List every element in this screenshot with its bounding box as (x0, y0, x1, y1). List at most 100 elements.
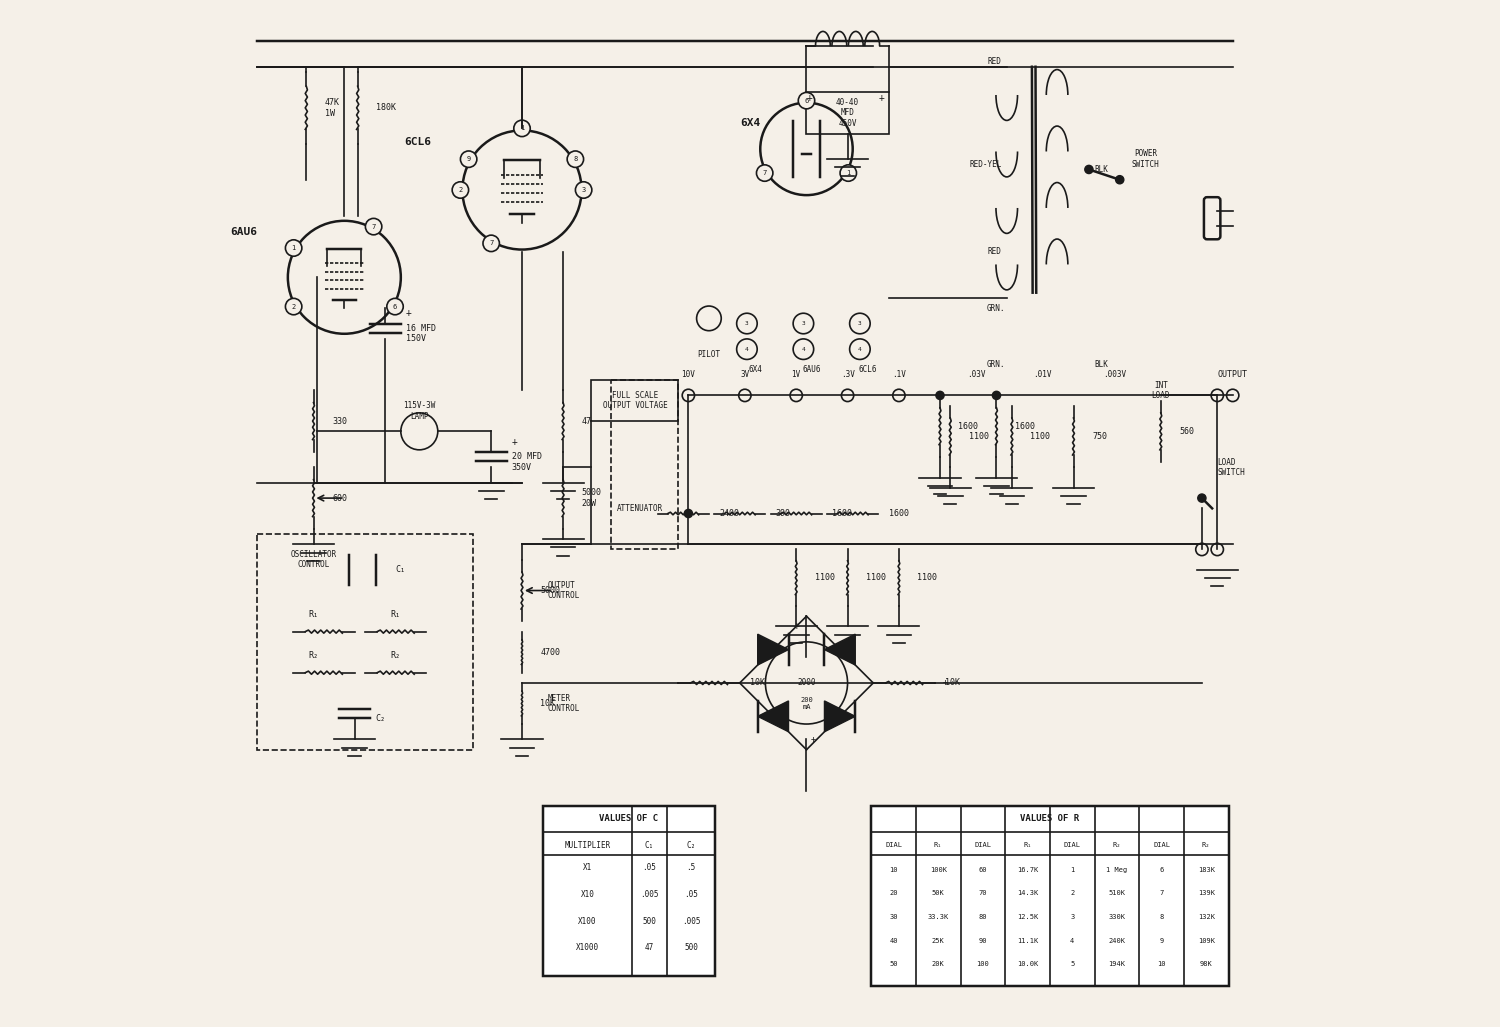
Text: 109K: 109K (1197, 938, 1215, 944)
Text: R₂: R₂ (1202, 842, 1210, 848)
Text: 390: 390 (776, 509, 790, 518)
Text: 47: 47 (582, 417, 591, 425)
Text: GRN.: GRN. (986, 360, 1005, 369)
Text: 9: 9 (1160, 938, 1164, 944)
Text: 6AU6: 6AU6 (230, 227, 256, 237)
Text: .05: .05 (642, 864, 657, 872)
Text: 6: 6 (1160, 867, 1164, 873)
Text: OUTPUT: OUTPUT (1218, 371, 1248, 379)
Text: .005: .005 (640, 890, 658, 899)
Polygon shape (758, 634, 789, 665)
Text: ATTENUATOR: ATTENUATOR (616, 504, 663, 512)
Text: 3: 3 (858, 321, 862, 326)
Text: 5: 5 (1070, 961, 1074, 967)
Text: 1: 1 (520, 125, 524, 131)
Text: 6: 6 (804, 98, 808, 104)
Text: 6X4: 6X4 (740, 118, 760, 128)
Text: 2400: 2400 (718, 509, 740, 518)
Text: 115V-3W
LAMP: 115V-3W LAMP (404, 402, 435, 420)
Text: 7: 7 (1160, 890, 1164, 897)
Text: 12.5K: 12.5K (1017, 914, 1038, 920)
Text: 500: 500 (684, 944, 698, 952)
Text: 7: 7 (762, 170, 766, 176)
Text: 20 MFD
350V: 20 MFD 350V (512, 453, 542, 471)
Text: 1100: 1100 (865, 573, 886, 582)
Text: +: + (942, 679, 948, 687)
Text: 4: 4 (1070, 938, 1074, 944)
Circle shape (1116, 176, 1124, 184)
Circle shape (1227, 389, 1239, 402)
Text: 3: 3 (746, 321, 748, 326)
Text: C₁: C₁ (396, 566, 405, 574)
Text: 1 Meg: 1 Meg (1107, 867, 1128, 873)
Text: 90: 90 (978, 938, 987, 944)
Text: 3: 3 (1070, 914, 1074, 920)
Text: R₁: R₁ (309, 610, 318, 618)
Text: 1100: 1100 (815, 573, 834, 582)
Circle shape (483, 235, 500, 252)
Text: .1V: .1V (892, 371, 906, 379)
Circle shape (452, 182, 468, 198)
Text: X10: X10 (580, 890, 594, 899)
Circle shape (387, 298, 404, 314)
Text: 10.0K: 10.0K (1017, 961, 1038, 967)
Circle shape (1084, 165, 1094, 174)
Polygon shape (825, 634, 855, 665)
Text: VALUES OF R: VALUES OF R (1020, 814, 1080, 823)
Text: 20K: 20K (932, 961, 945, 967)
Text: 33.3K: 33.3K (927, 914, 950, 920)
Circle shape (936, 391, 944, 400)
Text: 47K
1W: 47K 1W (326, 99, 340, 117)
Text: R₂: R₂ (1113, 842, 1120, 848)
Text: R₂: R₂ (309, 651, 318, 659)
Text: LOAD
SWITCH: LOAD SWITCH (1218, 458, 1245, 477)
Text: .3V: .3V (840, 371, 855, 379)
Text: 4700: 4700 (540, 648, 561, 656)
Text: .03V: .03V (966, 371, 986, 379)
Text: 10V: 10V (681, 371, 696, 379)
Circle shape (576, 182, 592, 198)
Text: 1: 1 (846, 170, 850, 176)
Text: POWER
SWITCH: POWER SWITCH (1131, 150, 1160, 168)
Text: 9: 9 (466, 156, 471, 162)
Text: GRN.: GRN. (986, 304, 1005, 312)
Text: 25K: 25K (932, 938, 945, 944)
Text: R₁: R₁ (934, 842, 942, 848)
Text: 3V: 3V (740, 371, 750, 379)
Polygon shape (758, 700, 789, 731)
Text: DIAL: DIAL (1064, 842, 1080, 848)
Text: R₁: R₁ (390, 610, 400, 618)
Text: 7: 7 (489, 240, 494, 246)
Circle shape (1198, 494, 1206, 502)
Text: 5000
20W: 5000 20W (582, 489, 602, 507)
Text: R₁: R₁ (1023, 842, 1032, 848)
Text: 50K: 50K (932, 890, 945, 897)
Text: RED: RED (987, 58, 1002, 66)
Text: +: + (807, 92, 813, 103)
Text: 6: 6 (393, 304, 398, 309)
Text: 70: 70 (978, 890, 987, 897)
Text: 10K: 10K (540, 699, 555, 708)
Text: 180K: 180K (376, 104, 396, 112)
Text: 1600: 1600 (1016, 422, 1035, 430)
Text: 7: 7 (372, 224, 375, 230)
Text: 4: 4 (746, 347, 748, 351)
Text: 2: 2 (291, 304, 296, 309)
Text: 500: 500 (642, 917, 657, 925)
Text: 1600: 1600 (888, 509, 909, 518)
Text: 10: 10 (1158, 961, 1166, 967)
Text: 330K: 330K (1108, 914, 1125, 920)
Text: 11.1K: 11.1K (1017, 938, 1038, 944)
Text: +: + (406, 308, 412, 318)
Text: 14.3K: 14.3K (1017, 890, 1038, 897)
Text: X1: X1 (584, 864, 592, 872)
Text: RED: RED (987, 248, 1002, 256)
Text: 80: 80 (978, 914, 987, 920)
Text: C₁: C₁ (645, 841, 654, 849)
Text: +: + (794, 621, 800, 632)
Text: 10K: 10K (945, 679, 960, 687)
Circle shape (1210, 389, 1224, 402)
Text: 3: 3 (582, 187, 586, 193)
Circle shape (285, 298, 302, 314)
Circle shape (842, 389, 854, 402)
